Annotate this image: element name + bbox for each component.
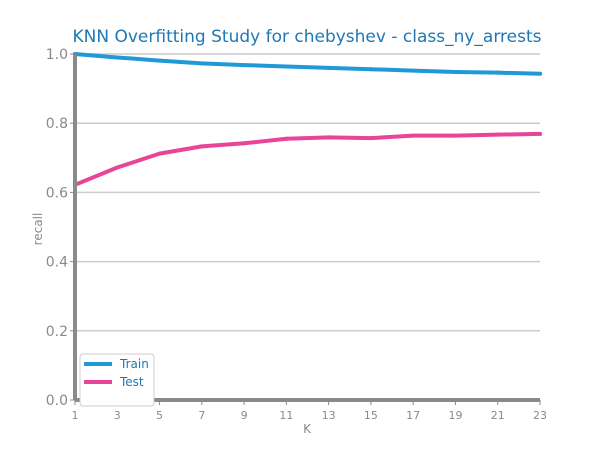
data-point-test bbox=[199, 144, 204, 149]
data-point-test bbox=[326, 135, 331, 140]
data-point-train bbox=[538, 71, 542, 76]
x-tick-label: 11 bbox=[279, 409, 293, 422]
x-tick-label: 3 bbox=[114, 409, 121, 422]
legend-label: Test bbox=[119, 375, 144, 389]
legend: Train Test bbox=[79, 353, 155, 407]
data-point-train bbox=[115, 55, 120, 60]
data-point-test bbox=[157, 151, 162, 156]
data-point-train bbox=[326, 65, 331, 70]
data-point-test bbox=[453, 133, 458, 138]
x-tick-label: 1 bbox=[72, 409, 79, 422]
data-point-train bbox=[199, 61, 204, 66]
ticks: 0.00.20.40.60.81.01 3 5 7 9 11 13 15 17 19 21 23 bbox=[46, 47, 547, 422]
y-tick-label: 1.0 bbox=[46, 47, 68, 63]
axes bbox=[73, 54, 540, 402]
data-point-test bbox=[284, 136, 289, 141]
data-point-train bbox=[453, 69, 458, 74]
x-tick-label: 13 bbox=[322, 409, 336, 422]
y-tick-label: 0.4 bbox=[46, 255, 68, 271]
data-point-test bbox=[411, 133, 416, 138]
x-tick-label: 7 bbox=[198, 409, 205, 422]
x-tick-label: 15 bbox=[364, 409, 378, 422]
data-point-train bbox=[495, 70, 500, 75]
grid bbox=[75, 53, 540, 332]
data-point-train bbox=[368, 67, 373, 72]
y-tick-label: 0.8 bbox=[46, 116, 68, 132]
y-axis-label: recall bbox=[31, 213, 45, 246]
data-point-train bbox=[411, 68, 416, 73]
data-point-test bbox=[538, 131, 542, 136]
x-tick-label: 9 bbox=[241, 409, 248, 422]
x-tick-label: 21 bbox=[491, 409, 505, 422]
data-point-test bbox=[495, 132, 500, 137]
series-layer bbox=[73, 52, 542, 187]
y-tick-label: 0.0 bbox=[46, 393, 68, 409]
y-tick-label: 0.6 bbox=[46, 185, 68, 201]
x-tick-label: 5 bbox=[156, 409, 163, 422]
y-tick-label: 0.2 bbox=[46, 324, 68, 340]
x-tick-label: 23 bbox=[533, 409, 547, 422]
data-point-test bbox=[368, 136, 373, 141]
legend-box bbox=[79, 353, 155, 407]
data-point-test bbox=[115, 165, 120, 170]
x-tick-label: 19 bbox=[448, 409, 462, 422]
series-line-train bbox=[73, 52, 542, 76]
data-point-train bbox=[242, 63, 247, 68]
data-point-train bbox=[284, 64, 289, 69]
x-tick-label: 17 bbox=[406, 409, 420, 422]
legend-label: Train bbox=[119, 357, 149, 371]
x-axis-label: K bbox=[303, 422, 312, 436]
data-point-test bbox=[242, 141, 247, 146]
data-point-train bbox=[157, 58, 162, 63]
chart-title: KNN Overfitting Study for chebyshev - cl… bbox=[73, 27, 542, 47]
series-line-test bbox=[73, 131, 542, 187]
